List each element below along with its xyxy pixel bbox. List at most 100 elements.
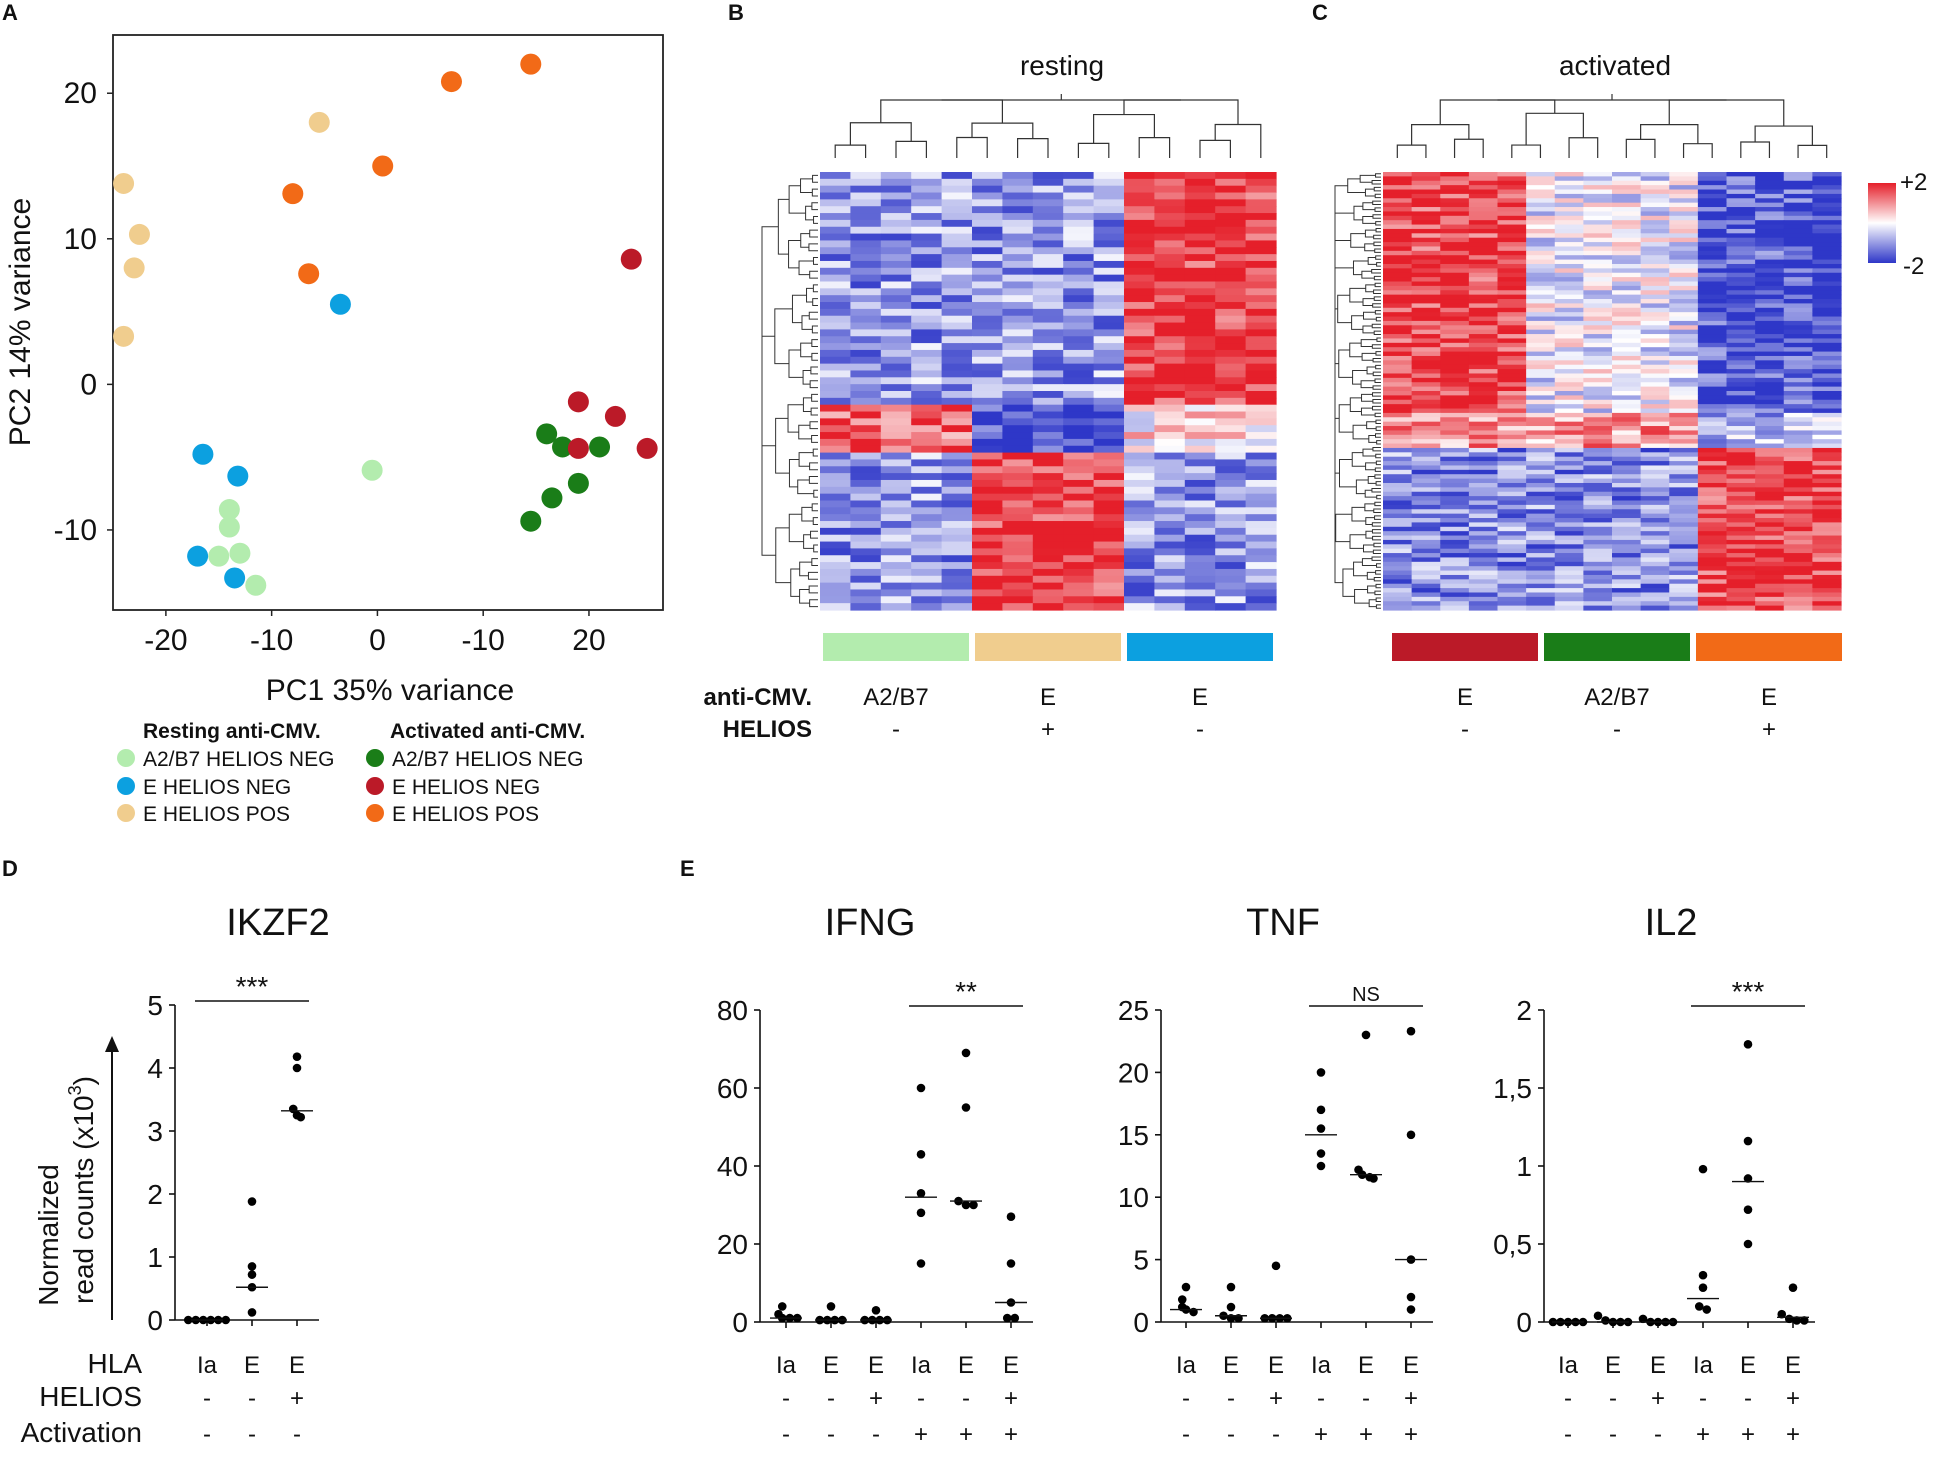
heatmap-cell bbox=[1411, 443, 1441, 449]
heatmap-cell bbox=[1468, 535, 1499, 541]
dendrogram-branch bbox=[1359, 174, 1376, 183]
heatmap-cell bbox=[1526, 548, 1556, 554]
data-point bbox=[1743, 1040, 1753, 1049]
heatmap-cell bbox=[880, 432, 912, 440]
pca-point bbox=[308, 111, 330, 133]
heatmap-cell bbox=[1554, 566, 1584, 572]
heatmap-cell bbox=[1669, 277, 1699, 283]
heatmap-cell bbox=[1468, 242, 1499, 248]
x-category-hla: E bbox=[1403, 1352, 1419, 1379]
heatmap-cell bbox=[1440, 447, 1470, 453]
heatmap-activated-column-dendrogram bbox=[1396, 94, 1828, 158]
dendrogram-branch bbox=[1375, 316, 1381, 322]
heatmap-cell bbox=[820, 260, 851, 269]
heatmap-cell bbox=[1783, 544, 1813, 550]
dendrogram-branch bbox=[798, 424, 812, 440]
x-category-hla: E bbox=[1268, 1352, 1284, 1379]
heatmap-cell bbox=[820, 548, 851, 556]
heatmap-cell bbox=[1669, 228, 1699, 234]
dendrogram-branch bbox=[808, 243, 818, 252]
heatmap-cell bbox=[1383, 382, 1413, 388]
heatmap-cell bbox=[1093, 596, 1125, 604]
data-point bbox=[777, 1302, 787, 1311]
heatmap-cell bbox=[1440, 500, 1470, 506]
heatmap-cell bbox=[820, 336, 851, 344]
heatmap-cell bbox=[1612, 500, 1642, 506]
heatmap-cell bbox=[1526, 281, 1556, 287]
heatmap-cell bbox=[1640, 369, 1670, 375]
heatmap-cell bbox=[1215, 199, 1247, 207]
heatmap-cell bbox=[1640, 544, 1670, 550]
heatmap-cell bbox=[1812, 430, 1842, 436]
heatmap-cell bbox=[1440, 377, 1470, 383]
data-point bbox=[1361, 1030, 1371, 1040]
heatmap-cell bbox=[1154, 438, 1186, 447]
heatmap-cell bbox=[1783, 504, 1813, 510]
heatmap-cell bbox=[1612, 246, 1642, 252]
heatmap-cell bbox=[820, 500, 851, 508]
heatmap-cell bbox=[1554, 373, 1584, 379]
x-category-helios: - bbox=[962, 1385, 970, 1412]
heatmap-cell bbox=[1154, 514, 1186, 522]
heatmap-cell bbox=[1669, 461, 1699, 467]
heatmap-cell bbox=[1669, 294, 1699, 300]
heatmap-cell bbox=[972, 507, 1003, 515]
heatmap-cell bbox=[1526, 513, 1556, 519]
heatmap-cell bbox=[820, 349, 851, 358]
heatmap-cell bbox=[1812, 342, 1842, 348]
heatmap-cell bbox=[1124, 411, 1155, 419]
heatmap-cell bbox=[1032, 370, 1064, 378]
heatmap-cell bbox=[1583, 544, 1613, 550]
legend-header-resting: Resting anti-CMV. bbox=[143, 720, 321, 743]
heatmap-cell bbox=[1245, 603, 1277, 611]
heatmap-cell bbox=[1411, 417, 1441, 423]
heatmap-cell bbox=[1063, 548, 1095, 556]
heatmap-cell bbox=[1468, 592, 1499, 598]
ikzf2-y-axis-label-line1: Normalized bbox=[33, 1164, 64, 1306]
heatmap-cell bbox=[1783, 334, 1813, 340]
heatmap-cell bbox=[1726, 588, 1756, 594]
heatmap-cell bbox=[1583, 447, 1613, 453]
heatmap-cell bbox=[1411, 342, 1441, 348]
legend-swatch-resting-a2b7 bbox=[117, 749, 135, 767]
heatmap-cell bbox=[1812, 601, 1842, 607]
heatmap-cell bbox=[941, 534, 973, 543]
heatmap-cell bbox=[1383, 561, 1413, 567]
heatmap-cell bbox=[1497, 242, 1527, 248]
heatmap-cell bbox=[1812, 456, 1842, 462]
heatmap-cell bbox=[1669, 242, 1699, 248]
heatmap-cell bbox=[1526, 592, 1556, 598]
heatmap-cell bbox=[1526, 220, 1556, 226]
heatmap-cell bbox=[1497, 351, 1527, 357]
heatmap-cell bbox=[1755, 469, 1785, 475]
heatmap-cell bbox=[1440, 478, 1470, 484]
heatmap-cell bbox=[1124, 315, 1155, 324]
heatmap-cell bbox=[1812, 377, 1842, 383]
heatmap-cell bbox=[1002, 281, 1034, 289]
heatmap-cell bbox=[1497, 347, 1527, 353]
heatmap-cell bbox=[1554, 478, 1584, 484]
heatmap-cell bbox=[1812, 465, 1842, 471]
x-category-activation: - bbox=[293, 1421, 301, 1448]
heatmap-cell bbox=[1526, 263, 1556, 269]
heatmap-cell bbox=[1697, 228, 1728, 234]
heatmap-cell bbox=[1411, 452, 1441, 458]
heatmap-cell bbox=[941, 596, 973, 604]
heatmap-cell bbox=[1440, 285, 1470, 291]
heatmap-cell bbox=[1468, 281, 1499, 287]
heatmap-cell bbox=[1468, 456, 1499, 462]
heatmap-cell bbox=[1497, 557, 1527, 563]
heatmap-cell bbox=[1184, 281, 1216, 289]
legend-label-resting-e-neg: E HELIOS NEG bbox=[143, 776, 291, 799]
heatmap-cell bbox=[1612, 347, 1642, 353]
heatmap-cell bbox=[1002, 219, 1034, 228]
heatmap-cell bbox=[941, 281, 973, 289]
heatmap-cell bbox=[941, 308, 973, 317]
heatmap-cell bbox=[1697, 347, 1728, 353]
heatmap-cell bbox=[1154, 479, 1186, 488]
heatmap-cell bbox=[1468, 548, 1499, 554]
dendrogram-branch bbox=[1372, 405, 1381, 411]
heatmap-cell bbox=[1184, 555, 1216, 563]
heatmap-cell bbox=[1640, 263, 1670, 269]
pca-y-tick-label: 10 bbox=[64, 223, 97, 256]
